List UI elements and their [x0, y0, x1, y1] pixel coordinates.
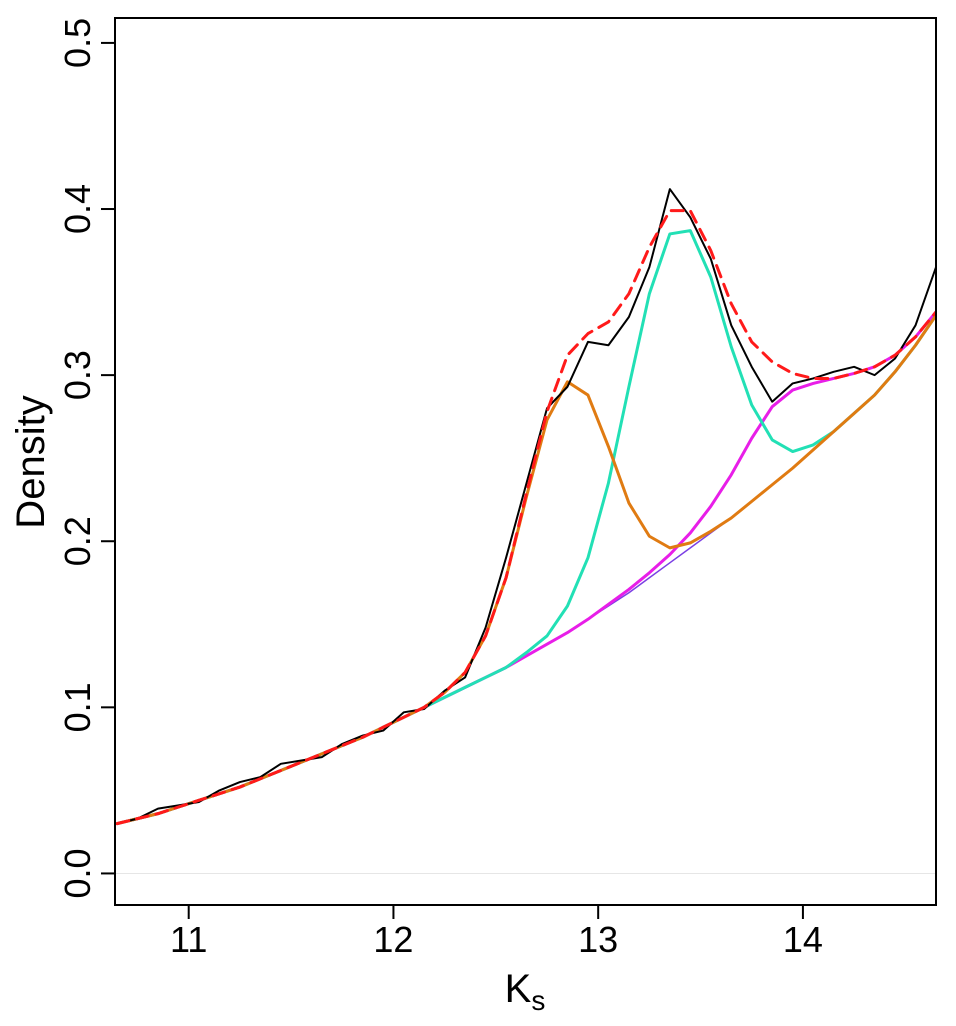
- density-line: [116, 188, 936, 825]
- density-line: [115, 229, 936, 826]
- x-tick-label: 12: [373, 919, 413, 960]
- y-tick-label: 0.1: [57, 682, 98, 732]
- x-axis-label: Ks: [505, 967, 546, 1016]
- axis-layer: 11 12 13 14 0.0 0.1 0.2 0.3 0.4 0.5: [57, 18, 823, 960]
- x-tick-label: 13: [578, 919, 618, 960]
- x-axis-label-main: K: [505, 967, 532, 1011]
- x-axis-label-subscript: s: [531, 985, 545, 1016]
- y-tick-label: 0.0: [57, 848, 98, 898]
- y-axis-label: Density: [9, 395, 53, 528]
- y-tick-label: 0.5: [57, 18, 98, 68]
- x-tick-label: 14: [783, 919, 823, 960]
- density-line: [115, 209, 936, 826]
- x-tick-label: 11: [170, 919, 207, 960]
- density-line: [115, 313, 936, 826]
- density-line: [116, 314, 936, 825]
- y-tick-label: 0.3: [57, 350, 98, 400]
- line-layer: [115, 188, 936, 826]
- y-tick-label: 0.4: [57, 184, 98, 234]
- y-tick-label: 0.2: [57, 516, 98, 566]
- density-line: [115, 310, 936, 826]
- plot-frame: [114, 17, 937, 906]
